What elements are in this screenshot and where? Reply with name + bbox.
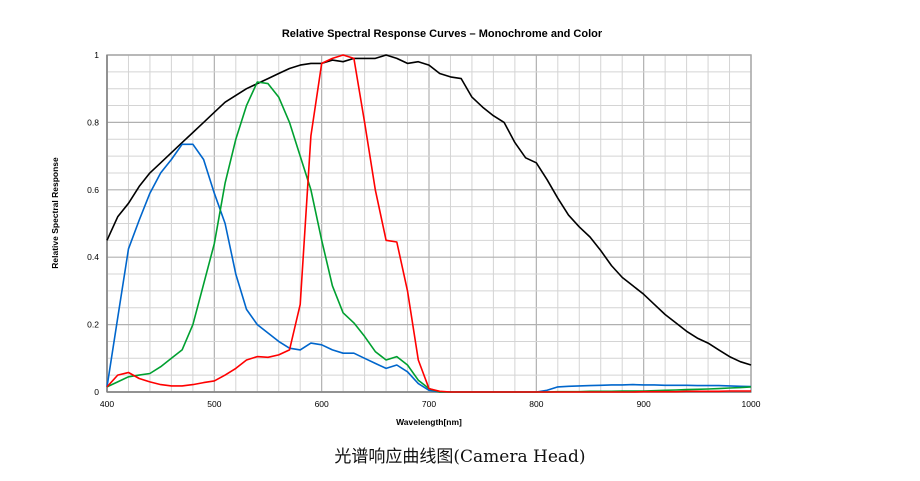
y-tick-label: 1 [94, 50, 99, 60]
x-tick-label: 600 [315, 399, 329, 409]
x-tick-label: 500 [207, 399, 221, 409]
series-line-1 [106, 143, 752, 393]
x-tick-label: 900 [637, 399, 651, 409]
y-tick-label: 0.6 [87, 185, 99, 195]
x-tick-label: 400 [100, 399, 114, 409]
x-axis-label: Wavelength[nm] [396, 417, 462, 427]
y-tick-label: 0.4 [87, 252, 99, 262]
x-tick-label: 700 [422, 399, 436, 409]
y-tick-label: 0.8 [87, 117, 99, 127]
x-tick-label: 800 [529, 399, 543, 409]
y-tick-label: 0.2 [87, 320, 99, 330]
series-line-0 [106, 54, 752, 366]
chart-title: Relative Spectral Response Curves – Mono… [282, 28, 603, 40]
x-tick-label: 1000 [742, 399, 761, 409]
series-line-3 [106, 54, 751, 393]
figure-caption: 光谱响应曲线图(Camera Head) [334, 447, 586, 467]
y-tick-label: 0 [94, 387, 99, 397]
y-axis-label: Relative Spectral Response [50, 157, 60, 269]
